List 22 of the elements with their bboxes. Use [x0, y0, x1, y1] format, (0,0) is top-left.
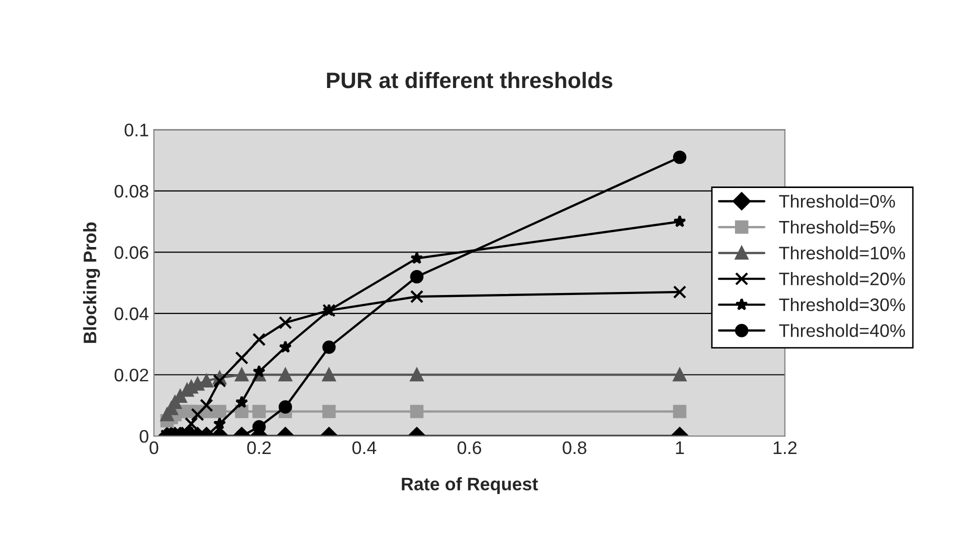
x-tick-label: 0.4: [352, 441, 376, 454]
y-tick-label: 0.06: [114, 246, 148, 259]
x-tick-label: 0.6: [458, 441, 482, 454]
legend-label: Threshold=10%: [779, 246, 906, 260]
x-tick-label: 0: [150, 441, 158, 454]
x-tick-label: 0.8: [562, 441, 586, 454]
x-tick-label: 1: [676, 442, 684, 454]
legend-label: Threshold=0%: [779, 194, 895, 208]
y-axis-title: Blocking Prob: [83, 222, 100, 343]
legend-label: Threshold=30%: [779, 298, 906, 312]
legend-label: Threshold=5%: [779, 220, 895, 234]
y-tick-label: 0.08: [114, 184, 148, 198]
x-tick-label: 0.2: [247, 441, 271, 454]
legend-label: Threshold=40%: [779, 324, 906, 338]
x-axis-title: Rate of Request: [402, 477, 538, 494]
legend-label: Threshold=20%: [779, 272, 906, 286]
y-tick-label: 0.1: [124, 124, 148, 136]
y-tick-label: 0.04: [114, 307, 149, 320]
chart-title: PUR at different thresholds: [327, 72, 612, 88]
y-tick-label: 0.02: [114, 368, 148, 382]
y-tick-label: 0: [140, 430, 148, 443]
x-tick-label: 1.2: [774, 441, 797, 454]
